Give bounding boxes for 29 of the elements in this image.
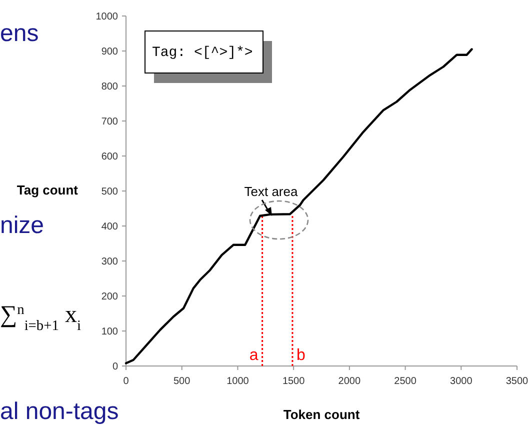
x-axis-title: Token count bbox=[283, 407, 360, 422]
y-tick-label: 800 bbox=[101, 82, 118, 92]
annotation: Text area bbox=[244, 184, 298, 199]
y-tick-label: 0 bbox=[112, 362, 118, 372]
x-tick-label: 500 bbox=[174, 376, 191, 387]
x-tick-label: 3000 bbox=[450, 376, 473, 387]
y-tick-label: 700 bbox=[101, 116, 118, 128]
x-tick-label: 2000 bbox=[338, 376, 361, 387]
y-tick-label: 400 bbox=[101, 222, 118, 232]
x-tick-label: 2500 bbox=[394, 376, 417, 387]
x-tick-label: 0 bbox=[123, 376, 130, 387]
x-tick-label: 3500 bbox=[506, 376, 529, 387]
y-tick-label: 900 bbox=[101, 46, 118, 58]
y-tick-label: 200 bbox=[101, 292, 118, 302]
ref-line-label: b bbox=[296, 347, 306, 364]
text: ∑$^{n}$$_{i=b+1}$ x$_{i}$ bbox=[0, 302, 81, 334]
y-tick-label: 500 bbox=[101, 186, 118, 198]
y-axis-title: Tag count bbox=[16, 182, 79, 198]
y-tick-label: 600 bbox=[101, 152, 118, 162]
annotation: Tag: <[^>]*> bbox=[152, 45, 253, 61]
text: nize bbox=[0, 212, 44, 239]
y-tick-label: 300 bbox=[101, 256, 118, 268]
ref-line-label: a bbox=[249, 347, 258, 364]
text: ens bbox=[0, 20, 39, 47]
x-tick-label: 1500 bbox=[282, 376, 306, 387]
text: al non-tags bbox=[0, 398, 119, 425]
y-tick-label: 1000 bbox=[96, 12, 118, 22]
x-tick-label: 1000 bbox=[226, 376, 250, 387]
y-tick-label: 100 bbox=[101, 326, 118, 338]
